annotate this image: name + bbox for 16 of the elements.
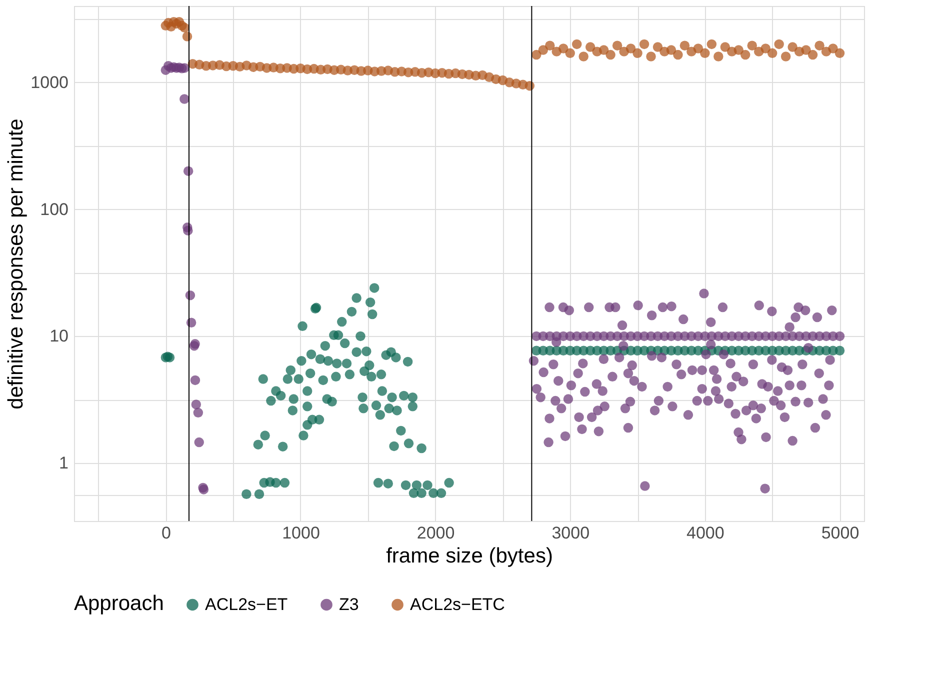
legend-label: ACL2s−ETC bbox=[410, 594, 505, 614]
x-tick-label: 4000 bbox=[686, 524, 724, 542]
y-tick-label: 10 bbox=[50, 326, 68, 346]
y-tick-label: 1 bbox=[59, 454, 68, 473]
x-axis-title: frame size (bytes) bbox=[386, 544, 553, 568]
x-tick-label: 1000 bbox=[282, 524, 320, 542]
y-axis-title: definitive responses per minute bbox=[4, 118, 28, 410]
x-tick-label: 3000 bbox=[552, 524, 590, 542]
x-tick-label: 5000 bbox=[821, 524, 860, 542]
legend-label: ACL2s−ET bbox=[205, 594, 288, 614]
legend-label: Z3 bbox=[339, 594, 359, 614]
y-tick-label: 100 bbox=[40, 200, 68, 219]
x-tick-label: 0 bbox=[161, 524, 171, 542]
legend-title: Approach bbox=[74, 592, 164, 615]
x-tick-label: 2000 bbox=[416, 524, 455, 542]
y-tick-label: 1000 bbox=[30, 72, 68, 92]
